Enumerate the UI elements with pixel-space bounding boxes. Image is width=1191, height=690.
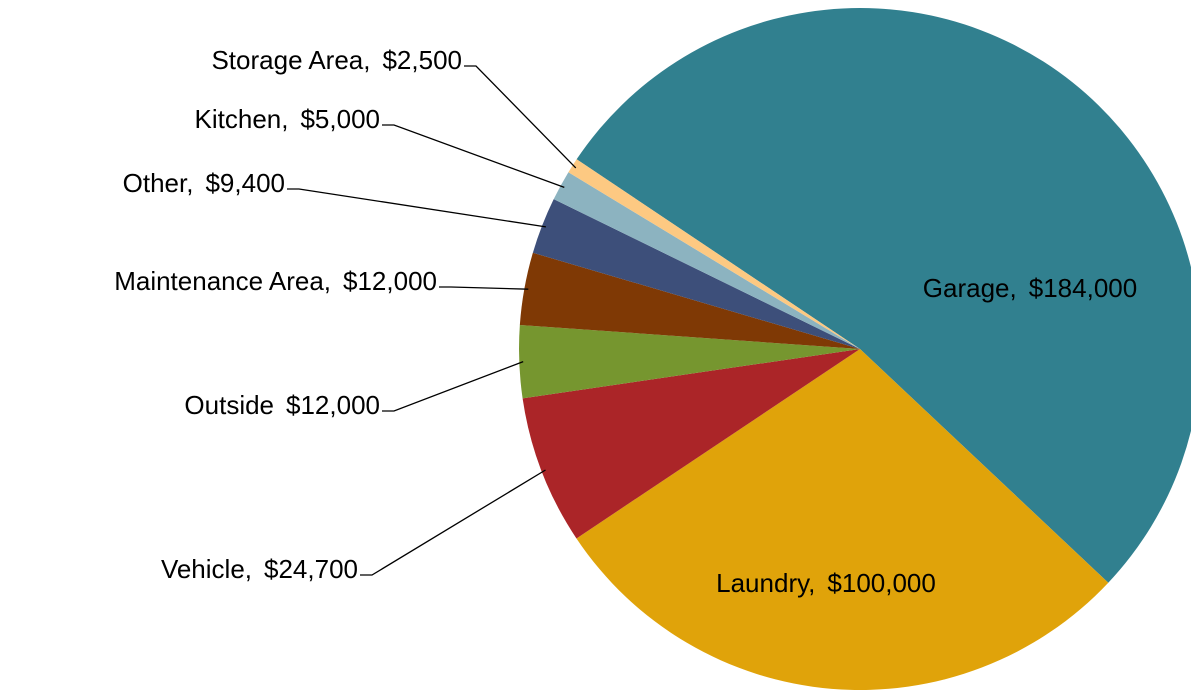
pie-slice [576, 349, 1109, 690]
leader-line [360, 469, 546, 576]
leader-line [382, 360, 524, 412]
slice-value: $184,000 [1029, 273, 1137, 303]
slice-category: Laundry, [716, 568, 815, 598]
slice-label: Outside $12,000 [184, 390, 380, 420]
slice-value: $2,500 [382, 45, 462, 75]
slice-value: $5,000 [300, 104, 380, 134]
slice-label: Maintenance Area, $12,000 [114, 266, 437, 296]
slice-label: Vehicle, $24,700 [161, 554, 358, 584]
slice-category: Vehicle, [161, 554, 252, 584]
slice-value: $24,700 [264, 554, 358, 584]
slice-value: $12,000 [343, 266, 437, 296]
slice-value: $100,000 [827, 568, 935, 598]
slice-label: Garage, $184,000 [923, 273, 1137, 303]
slice-category: Garage, [923, 273, 1017, 303]
slice-category: Storage Area, [211, 45, 370, 75]
pie-slice [576, 8, 1191, 583]
slice-label: Storage Area, $2,500 [211, 45, 462, 75]
pie-slice [519, 252, 860, 349]
slice-category: Outside [184, 390, 274, 420]
leader-line [439, 286, 529, 290]
pie-slice [568, 159, 860, 349]
slice-label: Other, $9,400 [123, 168, 285, 198]
pie-slice [519, 324, 860, 399]
pie-slice [553, 172, 860, 349]
slice-category: Other, [123, 168, 194, 198]
leader-line [382, 124, 565, 189]
slice-label: Laundry, $100,000 [716, 568, 936, 598]
pie-slice [522, 349, 860, 539]
leader-line [464, 65, 577, 169]
leader-line [287, 188, 546, 228]
slice-value: $12,000 [286, 390, 380, 420]
slice-category: Kitchen, [195, 104, 289, 134]
slice-label: Kitchen, $5,000 [195, 104, 380, 134]
slice-category: Maintenance Area, [114, 266, 331, 296]
pie-slice [532, 199, 860, 349]
slice-value: $9,400 [205, 168, 285, 198]
